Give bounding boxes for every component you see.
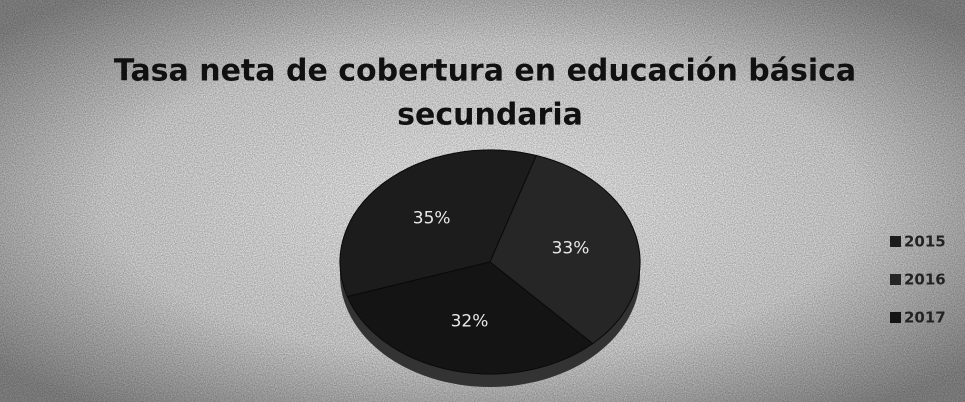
chart-title: Tasa neta de cobertura en educación bási… (114, 54, 856, 89)
chart-title: secundaria (397, 98, 583, 133)
data-label: 32% (451, 312, 489, 332)
legend-label: 2015 (904, 233, 946, 251)
data-label: 33% (552, 239, 590, 259)
legend-label: 2017 (904, 309, 946, 327)
legend-swatch (890, 312, 901, 323)
pie-slice (346, 261, 594, 375)
data-label: 35% (413, 208, 451, 228)
legend-swatch (890, 236, 901, 247)
pie-slice (339, 149, 538, 298)
pie-slice (489, 154, 641, 345)
legend-label: 2016 (904, 271, 946, 289)
legend-swatch (890, 274, 901, 285)
